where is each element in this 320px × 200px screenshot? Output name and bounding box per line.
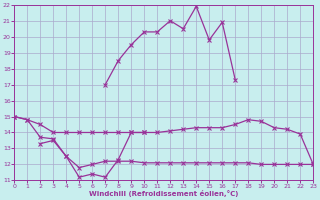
- X-axis label: Windchill (Refroidissement éolien,°C): Windchill (Refroidissement éolien,°C): [89, 190, 238, 197]
